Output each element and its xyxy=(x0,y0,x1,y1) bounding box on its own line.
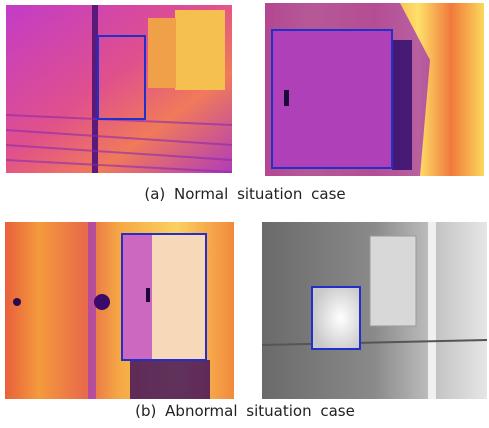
thermal-image-normal-2 xyxy=(265,3,484,176)
caption: (b) Abnormal situation case xyxy=(135,402,355,420)
figure: (a) Normal situation case (b) Abnormal s… xyxy=(0,0,489,428)
grayscale-image-abnormal xyxy=(262,222,487,399)
thermal-image-abnormal-1 xyxy=(5,222,234,399)
caption: (a) Normal situation case xyxy=(144,185,345,203)
thermal-image-normal-1 xyxy=(6,5,232,173)
